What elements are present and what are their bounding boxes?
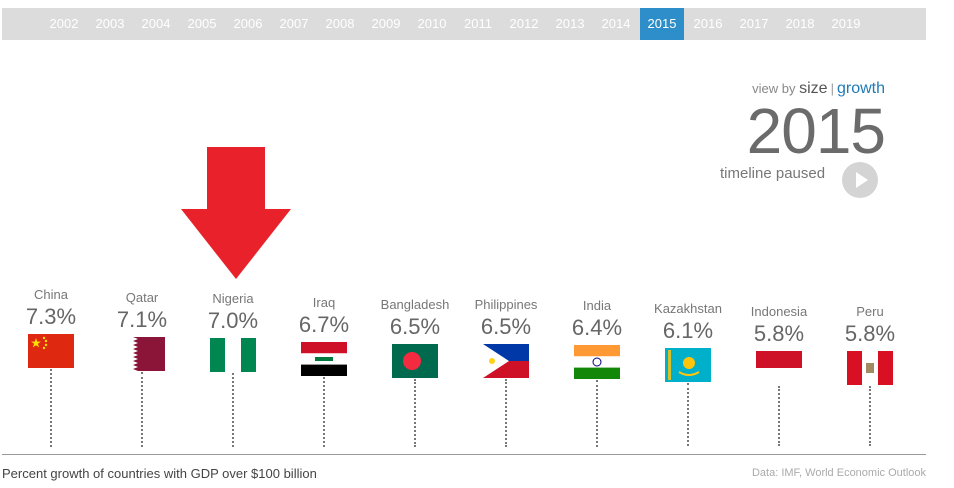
country-stem — [323, 377, 325, 447]
country-name: China — [34, 287, 68, 302]
country-stem — [50, 369, 52, 447]
growth-value: 6.5% — [480, 314, 532, 339]
philippines-flag — [483, 344, 529, 378]
chart-caption: Percent growth of countries with GDP ove… — [2, 466, 317, 481]
timeline-year-2008[interactable]: 2008 — [325, 16, 355, 31]
country-item-indonesia: Indonesia 5.8% — [734, 304, 824, 446]
data-source: Data: IMF, World Economic Outlook — [751, 467, 926, 479]
timeline-year-2019[interactable]: 2019 — [831, 16, 861, 31]
growth-value: 6.1% — [662, 318, 714, 343]
country-name: India — [582, 298, 612, 313]
growth-value: 5.8% — [753, 321, 805, 346]
country-name: Bangladesh — [380, 297, 450, 312]
growth-value: 7.0% — [207, 308, 259, 333]
country-stem — [869, 386, 871, 446]
timeline-year-2006[interactable]: 2006 — [233, 16, 263, 31]
country-stem — [505, 379, 507, 447]
country-stem — [232, 373, 234, 447]
current-year-display: 2015 — [746, 95, 886, 167]
indonesia-flag — [756, 351, 802, 385]
country-name: Peru — [856, 304, 884, 319]
india-flag — [574, 345, 620, 379]
timeline-year-2014[interactable]: 2014 — [601, 16, 631, 31]
timeline-year-2018[interactable]: 2018 — [785, 16, 815, 31]
timeline-year-2004[interactable]: 2004 — [141, 16, 171, 31]
growth-value: 6.7% — [298, 312, 350, 337]
timeline-year-2002[interactable]: 2002 — [49, 16, 79, 31]
timeline-year-2012[interactable]: 2012 — [509, 16, 539, 31]
view-by-separator: | — [830, 81, 834, 96]
country-item-iraq: Iraq 6.7% — [279, 295, 369, 447]
nigeria-flag — [210, 338, 256, 372]
country-stem — [596, 380, 598, 447]
timeline-year-2016[interactable]: 2016 — [693, 16, 723, 31]
country-item-philippines: Philippines 6.5% — [461, 297, 551, 447]
country-name: Qatar — [125, 290, 159, 305]
timeline-year-2007[interactable]: 2007 — [279, 16, 309, 31]
view-by-toggle: view by size | growth — [752, 80, 885, 98]
timeline-year-2005[interactable]: 2005 — [187, 16, 217, 31]
timeline-bar: 2002 2003 2004 2005 2006 2007 2008 2009 … — [2, 8, 926, 40]
view-by-label: view by — [752, 81, 796, 96]
kazakhstan-flag — [665, 348, 711, 382]
timeline-year-2013[interactable]: 2013 — [555, 16, 585, 31]
timeline-year-2011[interactable]: 2011 — [464, 16, 492, 31]
china-flag — [28, 334, 74, 368]
country-name: Indonesia — [750, 304, 808, 319]
country-name: Nigeria — [212, 291, 254, 306]
view-by-growth-option[interactable]: growth — [836, 80, 885, 97]
timeline-year-2010[interactable]: 2010 — [417, 16, 447, 31]
country-name: Iraq — [312, 295, 336, 310]
timeline-year-2003[interactable]: 2003 — [95, 16, 125, 31]
growth-value: 7.1% — [116, 307, 168, 332]
country-item-peru: Peru 5.8% — [825, 304, 915, 446]
growth-value: 5.8% — [844, 321, 896, 346]
growth-value: 6.4% — [571, 315, 623, 340]
country-stem — [687, 383, 689, 446]
timeline-status: timeline paused — [720, 165, 826, 182]
growth-value: 6.5% — [389, 314, 441, 339]
country-name: Kazakhstan — [654, 301, 722, 316]
peru-flag — [847, 351, 893, 385]
country-item-india: India 6.4% — [552, 298, 642, 447]
iraq-flag — [301, 342, 347, 376]
timeline-year-2015[interactable]: 2015 — [640, 8, 684, 40]
bangladesh-flag — [392, 344, 438, 378]
country-name: Philippines — [474, 297, 538, 312]
view-by-size-option[interactable]: size — [799, 80, 828, 97]
growth-value: 7.3% — [25, 304, 77, 329]
country-item-qatar: Qatar 7.1% — [97, 290, 187, 447]
timeline-year-2009[interactable]: 2009 — [371, 16, 401, 31]
country-item-china: China 7.3% — [6, 287, 96, 447]
country-stem — [414, 379, 416, 447]
country-item-kazakhstan: Kazakhstan 6.1% — [643, 301, 733, 446]
play-button[interactable] — [842, 162, 878, 198]
country-item-nigeria: Nigeria 7.0% — [188, 291, 278, 447]
country-stem — [141, 372, 143, 447]
country-item-bangladesh: Bangladesh 6.5% — [370, 297, 460, 447]
timeline-year-2017[interactable]: 2017 — [739, 16, 769, 31]
country-stem — [778, 386, 780, 446]
baseline-divider — [2, 454, 926, 455]
down-arrow-icon — [181, 147, 291, 279]
qatar-flag — [119, 337, 165, 371]
